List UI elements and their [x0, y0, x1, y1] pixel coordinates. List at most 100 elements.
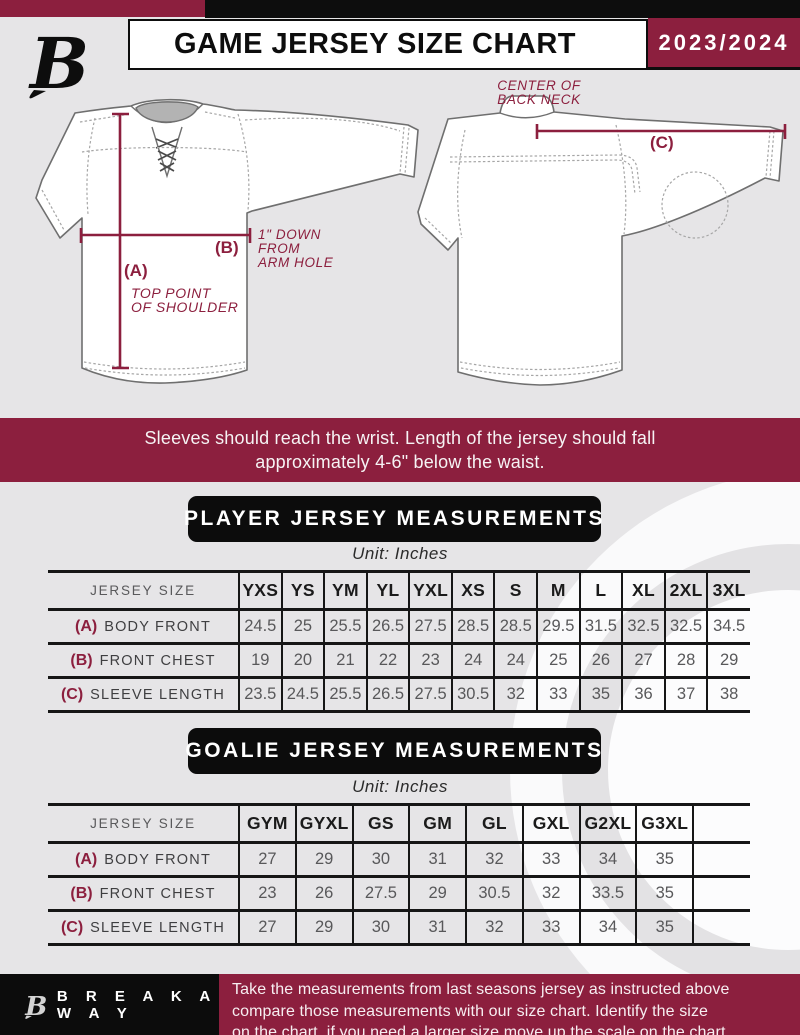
value-cell: 26 [578, 642, 623, 679]
value-cell: 25.5 [323, 676, 367, 713]
table-row: (B) FRONT CHEST 19 20 21 22 23 24 24 25 26 27 28 29 [48, 642, 750, 679]
row-label-cell: (C) SLEEVE LENGTH [48, 909, 239, 946]
value-cell: 30.5 [450, 676, 495, 713]
value-cell: 24 [450, 642, 495, 679]
value-cell: 31.5 [578, 608, 623, 645]
front-jersey-seams [41, 111, 410, 376]
value-cell: 27 [238, 841, 296, 878]
table-row: (A) BODY FRONT 27 29 30 31 32 33 34 35 [48, 841, 750, 878]
value-cell: 33 [521, 909, 580, 946]
empty-value-cell [692, 875, 750, 912]
table-row: (A) BODY FRONT 24.5 25 25.5 26.5 27.5 28.5 28.5 2… [48, 608, 750, 645]
value-cell: 32 [465, 841, 523, 878]
value-cell: 33.5 [578, 875, 637, 912]
player-unit-label: Unit: Inches [352, 544, 448, 563]
breakaway-b-logo-icon: B [24, 990, 47, 1021]
size-column-header: GYXL [294, 803, 353, 844]
row-marker: (C) [60, 918, 84, 936]
value-cell: 30 [351, 909, 410, 946]
footer-brand-box: B B R E A K A W A Y [0, 974, 219, 1035]
row-label: SLEEVE LENGTH [90, 686, 226, 703]
size-column-header: GM [408, 803, 467, 844]
measure-line-a [112, 112, 129, 370]
back-jersey-collar [499, 111, 555, 119]
value-cell: 33 [536, 676, 580, 713]
top-strip-maroon [0, 0, 205, 17]
value-cell: 35 [578, 676, 623, 713]
empty-column-header [692, 803, 750, 844]
value-cell: 29.5 [536, 608, 580, 645]
back-jersey-seams [424, 124, 775, 377]
value-cell: 27.5 [408, 676, 452, 713]
row-marker: (A) [74, 850, 98, 868]
fit-notice-banner: Sleeves should reach the wrist. Length o… [0, 418, 800, 482]
value-cell: 36 [621, 676, 665, 713]
measurement-lines [79, 112, 787, 370]
value-cell: 31 [408, 909, 467, 946]
player-section-banner: PLAYER JERSEY MEASUREMENTS [184, 496, 602, 542]
value-cell: 35 [635, 841, 694, 878]
row-label-cell: (C) SLEEVE LENGTH [48, 676, 239, 713]
value-cell: 32 [521, 875, 580, 912]
value-cell: 26.5 [365, 608, 410, 645]
title-bar: GAME JERSEY SIZE CHART [128, 19, 648, 70]
value-cell: 32 [465, 909, 523, 946]
measure-line-c [535, 124, 787, 139]
size-column-header: G2XL [578, 803, 637, 844]
value-cell: 29 [294, 909, 353, 946]
row-marker: (A) [74, 617, 98, 635]
goalie-section-banner: GOALIE JERSEY MEASUREMENTS [185, 728, 601, 774]
footer-instructions-box: Take the measurements from last seasons … [219, 974, 800, 1035]
size-column-header: XS [450, 570, 495, 611]
value-cell: 23 [408, 642, 452, 679]
row-marker: (B) [70, 884, 93, 902]
value-cell: 25.5 [323, 608, 367, 645]
row-label: FRONT CHEST [99, 885, 216, 902]
marker-b: (B) [215, 238, 239, 257]
value-cell: 27.5 [408, 608, 452, 645]
row-label: BODY FRONT [104, 851, 211, 868]
size-column-header: XL [621, 570, 665, 611]
value-cell: 25 [280, 608, 325, 645]
row-marker: (C) [60, 685, 84, 703]
row-label-cell: (B) FRONT CHEST [48, 642, 239, 679]
goalie-unit-label: Unit: Inches [352, 777, 448, 796]
size-column-header: GS [351, 803, 410, 844]
table-row: (C) SLEEVE LENGTH 27 29 30 31 32 33 34 35 [48, 909, 750, 946]
marker-c: (C) [650, 133, 674, 152]
value-cell: 29 [408, 875, 467, 912]
size-column-header: GL [465, 803, 523, 844]
empty-value-cell [692, 909, 750, 946]
row-label-cell: (A) BODY FRONT [48, 841, 239, 878]
size-column-header: YXL [408, 570, 452, 611]
table-row: (B) FRONT CHEST 23 26 27.5 29 30.5 32 33.5 35 [48, 875, 750, 912]
value-cell: 23 [238, 875, 296, 912]
table-corner-label: JERSEY SIZE [48, 570, 239, 611]
value-cell: 30 [351, 841, 410, 878]
fit-notice-text: Sleeves should reach the wrist. Length o… [144, 428, 656, 472]
value-cell: 37 [663, 676, 708, 713]
row-label-cell: (B) FRONT CHEST [48, 875, 239, 912]
value-cell: 27 [238, 909, 296, 946]
svg-text:B: B [24, 990, 47, 1021]
player-section-title: PLAYER JERSEY MEASUREMENTS [184, 507, 605, 530]
value-cell: 19 [238, 642, 282, 679]
footer-instructions-text: Take the measurements from last seasons … [232, 981, 730, 1035]
value-cell: 28 [663, 642, 708, 679]
row-label: SLEEVE LENGTH [90, 919, 226, 936]
size-column-header: YS [280, 570, 325, 611]
top-strip-black [205, 0, 800, 18]
value-cell: 27.5 [351, 875, 410, 912]
measure-line-b [79, 228, 252, 243]
brand-name: B R E A K A W A Y [56, 987, 217, 1022]
size-column-header: G3XL [635, 803, 694, 844]
value-cell: 35 [635, 909, 694, 946]
value-cell: 31 [408, 841, 467, 878]
value-cell: 20 [280, 642, 325, 679]
size-column-header: M [536, 570, 580, 611]
size-column-header: 3XL [706, 570, 750, 611]
size-column-header: L [578, 570, 623, 611]
value-cell: 26.5 [365, 676, 410, 713]
note-arm-hole: 1" DOWN FROM ARM HOLE [258, 227, 334, 270]
